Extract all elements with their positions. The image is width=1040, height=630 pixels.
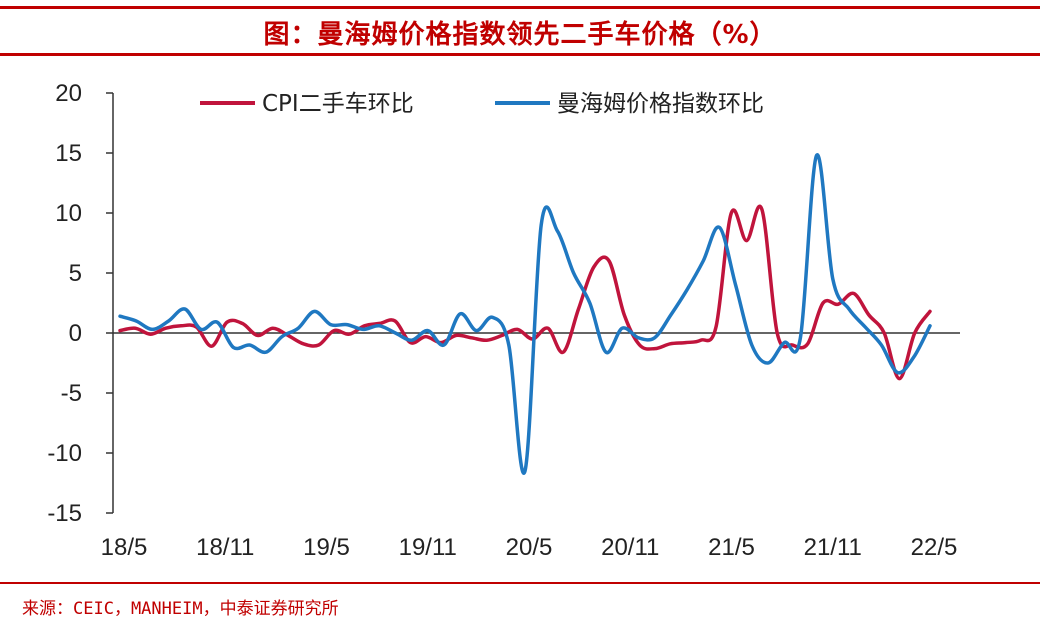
- y-tick-label: -10: [47, 440, 82, 467]
- x-tick-label: 19/11: [399, 534, 457, 561]
- x-tick-label: 19/5: [303, 534, 350, 561]
- source-rule: [0, 582, 1040, 584]
- y-tick-label: 10: [55, 200, 82, 227]
- y-tick-label: 15: [55, 140, 82, 167]
- y-tick-label: 5: [69, 260, 82, 287]
- title-top-rule: [0, 6, 1040, 9]
- title-bar: 图：曼海姆价格指数领先二手车价格（%）: [0, 6, 1040, 56]
- x-tick-labels: 18/5 18/11 19/5 19/11 20/5 20/11 21/5 21/11 22/5: [101, 534, 958, 561]
- x-tick-label: 20/11: [601, 534, 659, 561]
- x-tick-label: 21/11: [804, 534, 862, 561]
- y-tick-labels: 20 15 10 5 0 -5 -10 -15: [47, 80, 82, 527]
- legend-label-2: 曼海姆价格指数环比: [557, 91, 764, 117]
- x-tick-label: 21/5: [708, 534, 755, 561]
- chart-title: 图：曼海姆价格指数领先二手车价格（%）: [263, 20, 777, 50]
- legend-label-1: CPI二手车环比: [262, 91, 414, 117]
- y-tick-label: -5: [61, 380, 82, 407]
- legend: CPI二手车环比 曼海姆价格指数环比: [200, 91, 764, 117]
- source-note: 来源：CEIC，MANHEIM，中泰证券研究所: [22, 599, 339, 619]
- x-tick-label: 22/5: [911, 534, 958, 561]
- x-tick-label: 20/5: [506, 534, 553, 561]
- y-tick-label: 20: [55, 80, 82, 107]
- y-tick-label: 0: [69, 320, 82, 347]
- series-line-2: [118, 153, 932, 475]
- x-tick-label: 18/5: [101, 534, 148, 561]
- series-lines: [118, 153, 932, 475]
- y-tick-label: -15: [47, 500, 82, 527]
- title-bottom-rule: [0, 53, 1040, 56]
- x-tick-label: 18/11: [196, 534, 254, 561]
